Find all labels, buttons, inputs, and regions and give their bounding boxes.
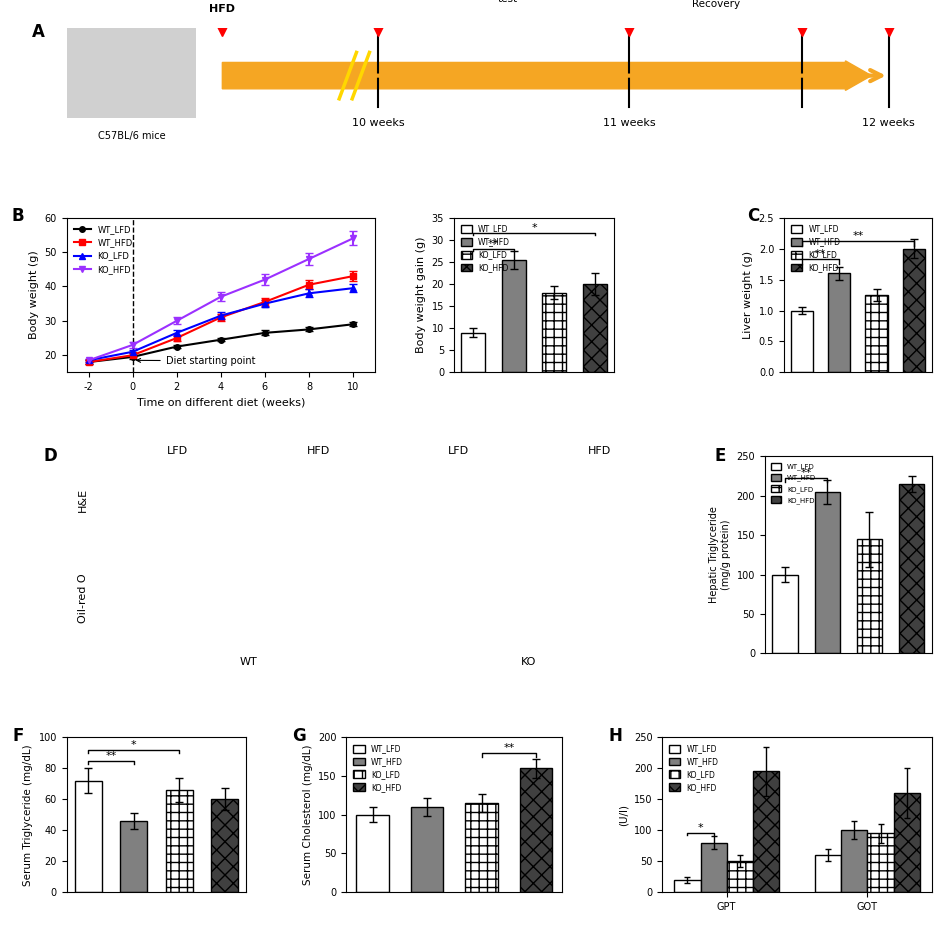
Bar <box>857 539 883 654</box>
Bar <box>211 799 239 892</box>
Text: HFD: HFD <box>588 447 611 456</box>
Legend: WT_LFD, WT_HFD, KO_LFD, KO_HFD: WT_LFD, WT_HFD, KO_LFD, KO_HFD <box>70 222 136 277</box>
Text: **: ** <box>815 249 826 259</box>
Y-axis label: Body weight gain (g): Body weight gain (g) <box>416 237 426 353</box>
X-axis label: Time on different diet (weeks): Time on different diet (weeks) <box>137 397 305 408</box>
Bar <box>67 28 197 117</box>
Bar <box>815 854 842 892</box>
Bar <box>501 260 526 373</box>
Bar <box>357 815 389 892</box>
Text: C: C <box>747 207 759 224</box>
Text: **: ** <box>488 239 499 249</box>
Text: H&E: H&E <box>78 487 88 512</box>
Text: C57BL/6 mice: C57BL/6 mice <box>98 131 165 141</box>
Bar <box>815 492 840 654</box>
Bar <box>465 803 498 892</box>
Bar <box>75 780 102 892</box>
Y-axis label: Liver weight (g): Liver weight (g) <box>743 251 753 339</box>
Text: Diet starting point: Diet starting point <box>137 356 255 366</box>
Text: 12 weeks: 12 weeks <box>863 118 915 129</box>
Bar <box>772 575 798 654</box>
Text: D: D <box>43 447 57 465</box>
Text: H: H <box>608 727 622 745</box>
Text: **: ** <box>801 468 812 478</box>
Bar <box>674 880 701 892</box>
Bar <box>828 273 850 373</box>
Text: KO: KO <box>521 657 536 667</box>
Text: LFD: LFD <box>448 447 469 456</box>
Text: **: ** <box>503 743 514 753</box>
Bar <box>542 293 567 373</box>
Y-axis label: Hepatic Triglyceride
(mg/g protein): Hepatic Triglyceride (mg/g protein) <box>709 506 731 604</box>
Text: 10 weeks: 10 weeks <box>352 118 404 129</box>
Text: 11 weeks: 11 weeks <box>603 118 655 129</box>
Text: Oil-red O: Oil-red O <box>78 574 88 623</box>
Legend: WT_LFD, WT_HFD, KO_LFD, KO_HFD: WT_LFD, WT_HFD, KO_LFD, KO_HFD <box>768 460 819 506</box>
Y-axis label: Serum Cholesterol (mg/dL): Serum Cholesterol (mg/dL) <box>302 745 313 885</box>
Bar <box>842 830 867 892</box>
Text: G: G <box>292 727 306 745</box>
Bar <box>865 295 888 373</box>
Text: Metabolic
Exploration
test: Metabolic Exploration test <box>478 0 537 4</box>
Text: B: B <box>11 207 24 224</box>
Bar <box>165 790 193 892</box>
Bar <box>753 772 779 892</box>
Text: **: ** <box>106 750 117 761</box>
Text: **: ** <box>852 231 864 240</box>
Bar <box>120 821 147 892</box>
Y-axis label: (U/l): (U/l) <box>618 804 629 825</box>
Text: F: F <box>12 727 24 745</box>
Bar <box>701 842 727 892</box>
Text: *: * <box>532 223 536 233</box>
Text: HFD: HFD <box>306 447 330 456</box>
Legend: WT_LFD, WT_HFD, KO_LFD, KO_HFD: WT_LFD, WT_HFD, KO_LFD, KO_HFD <box>787 222 844 275</box>
Bar <box>790 311 813 373</box>
Legend: WT_LFD, WT_HFD, KO_LFD, KO_HFD: WT_LFD, WT_HFD, KO_LFD, KO_HFD <box>457 222 514 275</box>
Text: *: * <box>698 823 704 833</box>
Text: A: A <box>32 23 45 41</box>
Text: Recovery: Recovery <box>691 0 740 9</box>
Y-axis label: Serum Triglyceride (mg/dL): Serum Triglyceride (mg/dL) <box>23 744 33 885</box>
Bar <box>411 807 443 892</box>
Text: E: E <box>714 447 726 465</box>
Bar <box>899 484 924 654</box>
Text: *: * <box>131 740 137 749</box>
Text: HFD: HFD <box>209 5 235 14</box>
Bar <box>902 249 925 373</box>
Bar <box>461 332 485 373</box>
Y-axis label: Body weight (g): Body weight (g) <box>29 251 39 339</box>
Text: LFD: LFD <box>167 447 188 456</box>
Legend: WT_LFD, WT_HFD, KO_LFD, KO_HFD: WT_LFD, WT_HFD, KO_LFD, KO_HFD <box>350 741 406 794</box>
FancyArrow shape <box>223 61 871 90</box>
Text: WT: WT <box>239 657 257 667</box>
Bar <box>583 284 607 373</box>
Bar <box>867 833 894 892</box>
Bar <box>727 861 753 892</box>
Legend: WT_LFD, WT_HFD, KO_LFD, KO_HFD: WT_LFD, WT_HFD, KO_LFD, KO_HFD <box>666 741 722 794</box>
Bar <box>519 768 553 892</box>
Bar <box>894 793 920 892</box>
